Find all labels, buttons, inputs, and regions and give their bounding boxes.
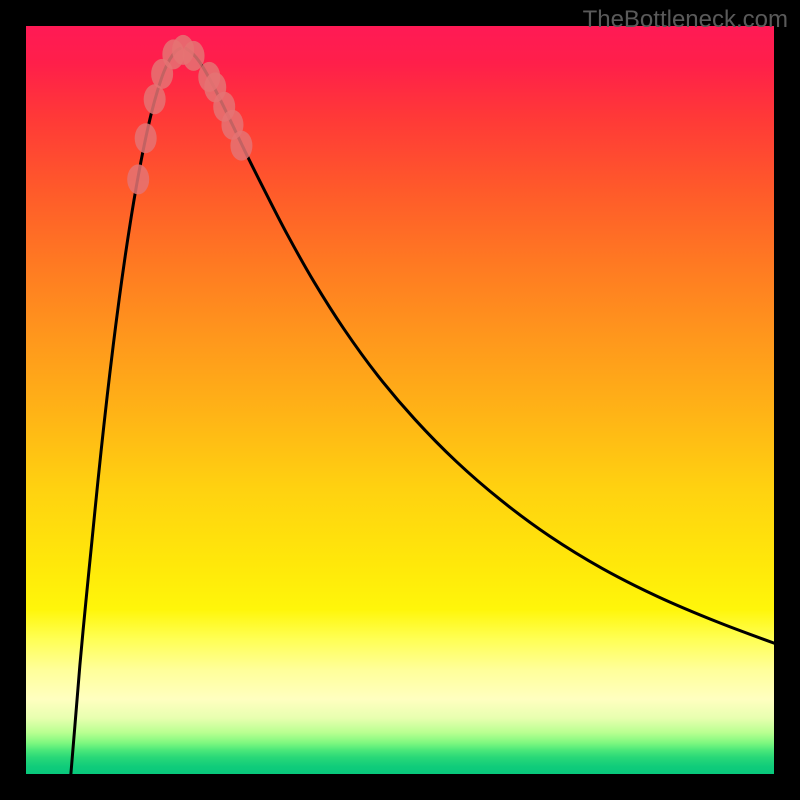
data-marker: [230, 131, 252, 161]
data-marker: [127, 164, 149, 194]
chart-container: TheBottleneck.com: [0, 0, 800, 800]
data-marker: [135, 123, 157, 153]
bottleneck-curve-chart: [0, 0, 800, 800]
data-marker: [183, 41, 205, 71]
